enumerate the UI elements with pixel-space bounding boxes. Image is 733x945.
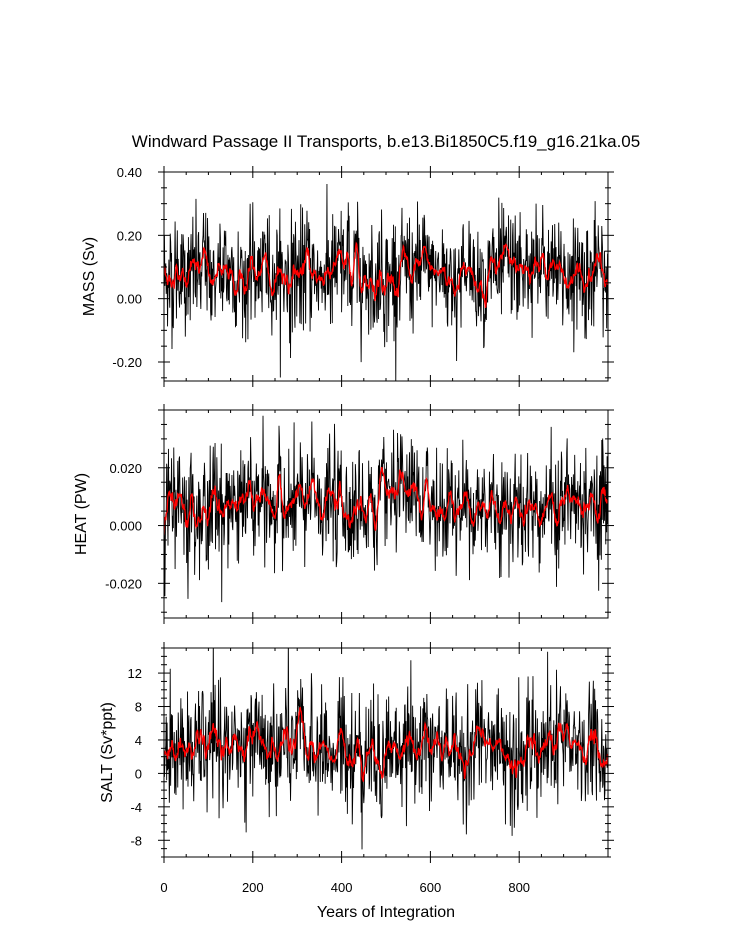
x-tick-label: 400 xyxy=(331,880,353,895)
y-tick-label: -8 xyxy=(130,833,142,848)
y-tick-label: 0.40 xyxy=(117,165,142,180)
x-tick-label: 600 xyxy=(420,880,442,895)
y-tick-label: 0.020 xyxy=(109,461,142,476)
mass-panel: -0.20 0.00 0.20 0.40 MASS (Sv) xyxy=(81,165,614,387)
x-axis-label: Years of Integration xyxy=(317,904,455,921)
y-axis-label: MASS (Sv) xyxy=(81,237,98,316)
smoothed-series-line xyxy=(164,466,608,535)
y-tick-label: -0.20 xyxy=(112,355,142,370)
x-tick-label: 0 xyxy=(160,880,167,895)
y-tick-label: 0.20 xyxy=(117,228,142,243)
y-tick-label: 0.00 xyxy=(117,292,142,307)
x-tick-label: 200 xyxy=(242,880,264,895)
x-tick-label: 800 xyxy=(508,880,530,895)
x-tick-labels: 0 200 400 600 800 xyxy=(160,880,530,895)
y-tick-label: 0.000 xyxy=(109,519,142,534)
y-tick-label: -4 xyxy=(130,800,142,815)
salt-panel: -8 -4 0 4 8 12 SALT (Sv*ppt) xyxy=(99,642,614,863)
smoothed-series-line xyxy=(164,241,608,308)
y-tick-label: 8 xyxy=(135,700,142,715)
y-tick-label: -0.020 xyxy=(105,576,142,591)
raw-series-line xyxy=(164,184,608,381)
y-tick-label: 12 xyxy=(128,666,142,681)
y-tick-label: 4 xyxy=(135,733,142,748)
y-axis-label: HEAT (PW) xyxy=(73,473,90,555)
y-axis-label: SALT (Sv*ppt) xyxy=(99,702,116,803)
chart-title: Windward Passage II Transports, b.e13.Bi… xyxy=(132,132,640,151)
heat-panel: -0.020 0.000 0.020 HEAT (PW) xyxy=(73,404,614,624)
smoothed-series-line xyxy=(164,706,608,782)
raw-series-line xyxy=(164,648,608,850)
y-tick-label: 0 xyxy=(135,766,142,781)
